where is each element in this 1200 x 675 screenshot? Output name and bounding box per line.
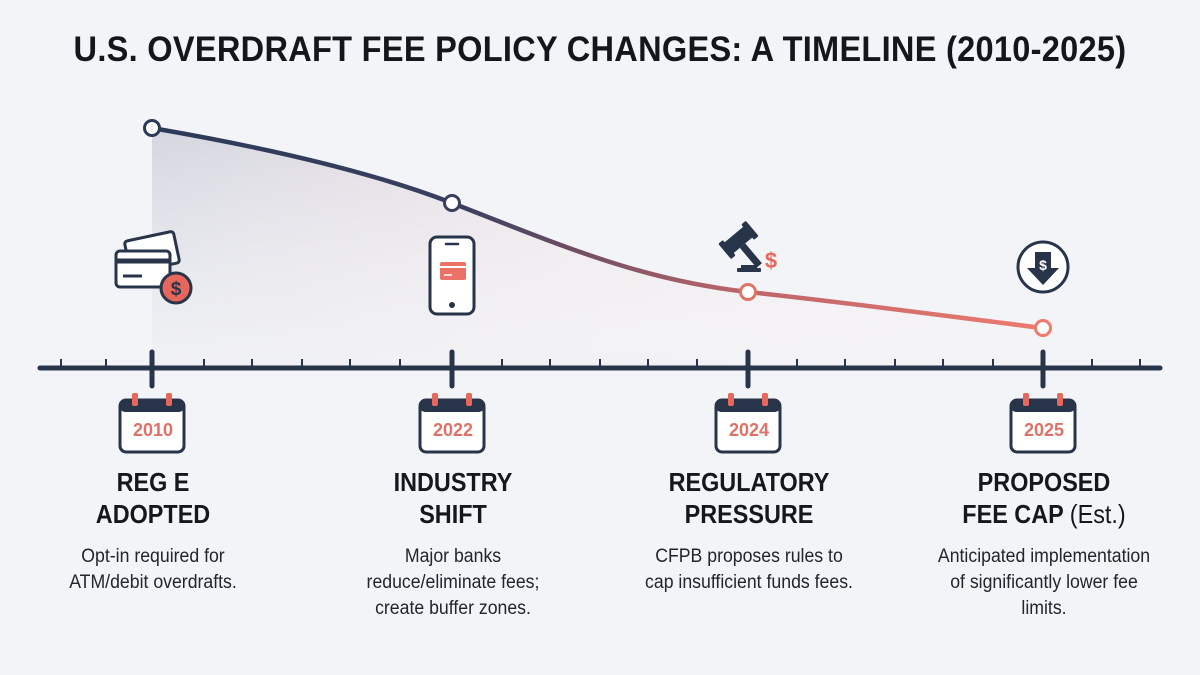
gavel-dollar-icon: $ xyxy=(718,221,777,273)
calendar-year-2010: 2010 xyxy=(132,420,174,440)
timeline-major-ticks xyxy=(149,349,1046,389)
trend-line xyxy=(149,125,1046,331)
svg-text:$: $ xyxy=(1039,257,1047,273)
event-title-2010: REG E ADOPTED xyxy=(95,467,211,529)
smartphone-card-icon xyxy=(428,235,476,316)
timeline-minor-ticks xyxy=(60,359,1141,368)
calendar-year-2025: 2025 xyxy=(1023,420,1065,440)
trend-marker-2010 xyxy=(143,119,161,137)
event-title-2024: REGULATORY PRESSURE xyxy=(668,467,830,529)
event-desc-2025: Anticipated implementation of significan… xyxy=(937,546,1151,619)
calendar-icon xyxy=(714,393,782,454)
event-title-2022: INDUSTRY SHIFT xyxy=(393,467,513,529)
calendar-icon xyxy=(118,393,186,454)
event-desc-2024: CFPB proposes rules to cap insufficient … xyxy=(645,546,853,593)
svg-text:$: $ xyxy=(765,248,777,273)
calendar-year-2024: 2024 xyxy=(728,420,770,440)
trend-marker-2024 xyxy=(739,283,757,301)
calendar-icons xyxy=(118,393,1077,454)
estimate-marker: (Est.) xyxy=(1069,499,1126,529)
credit-card-dollar-icon: $ xyxy=(114,230,193,305)
page-title: U.S. OVERDRAFT FEE POLICY CHANGES: A TIM… xyxy=(73,30,1127,69)
trend-marker-2025 xyxy=(1034,319,1052,337)
calendar-year-2022: 2022 xyxy=(432,420,474,440)
dollar-down-arrow-icon: $ xyxy=(1016,240,1070,294)
svg-text:$: $ xyxy=(171,279,182,300)
calendar-icon xyxy=(1009,393,1077,454)
event-desc-2010: Opt-in required for ATM/debit overdrafts… xyxy=(69,546,237,593)
event-title-2025: PROPOSED FEE CAP (Est.) xyxy=(962,467,1126,529)
calendar-icon xyxy=(418,393,486,454)
event-desc-2022: Major banks reduce/eliminate fees; creat… xyxy=(366,546,540,619)
trend-area-fade xyxy=(152,128,1043,366)
trend-marker-2022 xyxy=(443,194,461,212)
